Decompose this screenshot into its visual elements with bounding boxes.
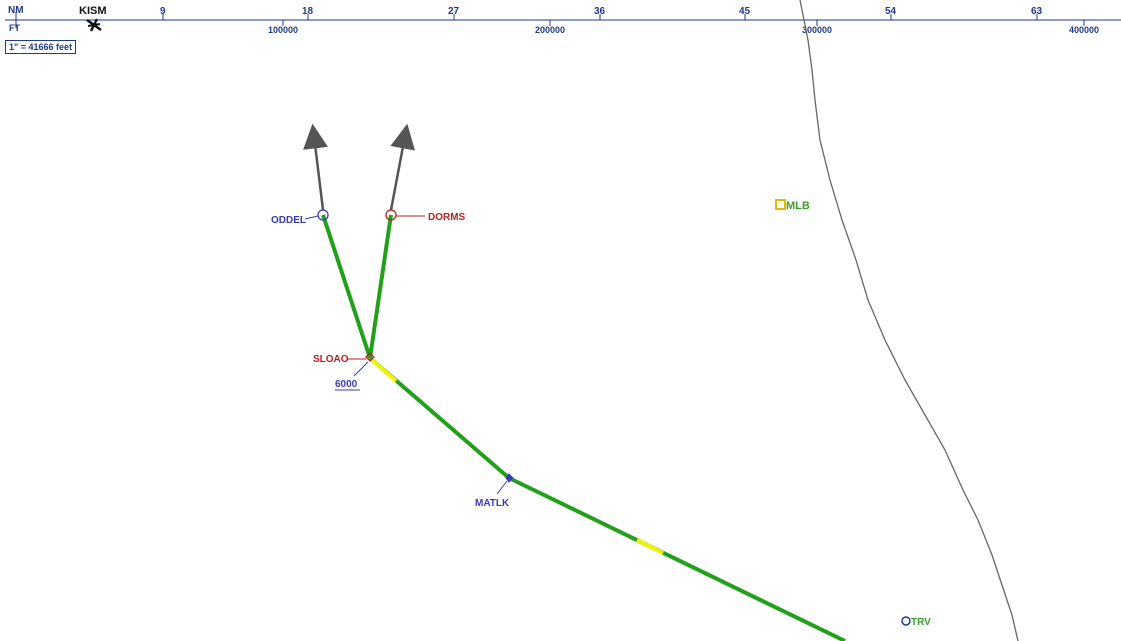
waypoint-matlk-label: MATLK [475, 498, 510, 509]
waypoint-symbol-icon [317, 209, 329, 221]
nm-tick-label: 27 [448, 6, 460, 17]
route-segment-marker [636, 538, 664, 555]
route-segment-marker [369, 357, 398, 383]
coastline [799, 0, 1019, 641]
scale-nm-unit: NM [8, 5, 24, 16]
transition-arrow-oddel [303, 123, 328, 211]
ft-tick-label: 300000 [802, 25, 832, 35]
ft-tick-label: 400000 [1069, 25, 1099, 35]
navaid-mlb-label: MLB [786, 200, 810, 212]
navaid-mlb[interactable]: MLB [775, 199, 810, 212]
route-leg-dorms-sloao[interactable] [368, 214, 393, 359]
ft-tick-label: 200000 [535, 25, 565, 35]
altitude-label: 6000 [335, 379, 358, 390]
route-leg-oddel-sloao[interactable] [321, 214, 372, 359]
waypoint-symbol-icon [385, 209, 397, 221]
waypoint-sloao[interactable]: SLOAO [313, 352, 375, 365]
scale-bar: NM FT 9 18 27 36 45 54 63 100000 200000 … [5, 5, 1121, 35]
waypoint-matlk[interactable]: MATLK [475, 473, 514, 509]
vor-icon [901, 616, 911, 626]
waypoint-symbol-icon [505, 473, 514, 483]
nm-tick-label: 9 [160, 6, 166, 17]
waypoint-dorms[interactable]: DORMS [385, 209, 466, 223]
nm-tick-label: 18 [302, 6, 314, 17]
nm-tick-label: 54 [885, 6, 897, 17]
waypoint-oddel[interactable]: ODDEL [271, 209, 329, 226]
scale-ft-ticks: 100000 200000 300000 400000 [268, 20, 1099, 35]
waypoint-dorms-label: DORMS [428, 212, 466, 223]
airport-kism[interactable]: KISM [79, 5, 107, 32]
navaid-trv-label: TRV [911, 617, 931, 628]
waypoint-sloao-label: SLOAO [313, 354, 349, 365]
scale-nm-ticks: 9 18 27 36 45 54 63 [160, 6, 1043, 20]
airport-icon [86, 18, 102, 32]
scale-ft-unit: FT [9, 23, 20, 33]
nm-tick-label: 45 [739, 6, 751, 17]
route [321, 214, 846, 641]
altitude-constraint: 6000 [335, 361, 369, 391]
nm-tick-label: 63 [1031, 6, 1043, 17]
vortac-icon [775, 199, 786, 210]
waypoint-oddel-label: ODDEL [271, 215, 306, 226]
route-leg-matlk-outbound[interactable] [508, 476, 846, 641]
scale-ratio-box: 1" = 41666 feet [5, 40, 77, 54]
waypoint-symbol-icon [365, 352, 375, 362]
airport-kism-label: KISM [79, 5, 107, 17]
ft-tick-label: 100000 [268, 25, 298, 35]
nm-tick-label: 36 [594, 6, 606, 17]
navaid-trv[interactable]: TRV [901, 616, 931, 628]
transition-arrow-dorms [389, 123, 415, 211]
